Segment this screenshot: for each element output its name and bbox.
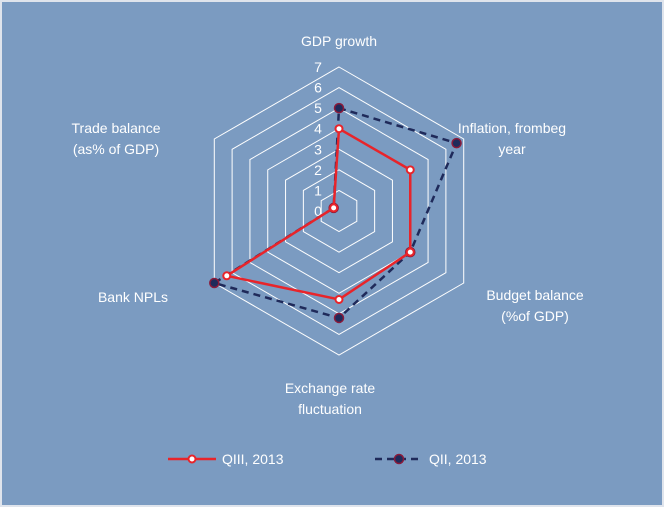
series-0-point-4 [222,271,232,281]
axis-label-line: GDP growth [301,33,377,49]
series-layer [209,102,462,324]
grid-ring-4 [267,128,411,294]
axis-label-line: Inflation, frombeg [458,120,566,136]
axis-label-1: Inflation, frombeg year [458,120,566,157]
grid-ring-1 [320,189,358,233]
axis-label-line: fluctuation [298,401,362,417]
tick-label-7: 7 [314,59,322,75]
series-1-point-1 [451,137,462,149]
legend-marker-1 [393,453,405,465]
radial-ticks: 0 1 2 3 4 5 6 7 [314,59,322,219]
tick-label-2: 2 [314,162,322,178]
series-1-point-4 [209,277,220,289]
grid-ring-2 [302,169,376,253]
series-line-1 [211,106,459,320]
series-0-point-3 [334,294,344,304]
axis-label-4: Bank NPLs [98,289,168,305]
tick-label-6: 6 [314,80,322,96]
axis-label-line: Bank NPLs [98,289,168,305]
series-0-point-5 [329,203,339,213]
tick-label-5: 5 [314,100,322,116]
tick-label-3: 3 [314,141,322,157]
axis-label-3: Exchange rate fluctuation [285,380,375,417]
legend-marker-0 [187,454,197,464]
axis-label-5: Trade balance (as% of GDP) [72,120,161,157]
legend-label-1: QII, 2013 [429,451,487,467]
axis-label-line: (as% of GDP) [73,141,159,157]
axis-label-line: (%of GDP) [501,308,569,324]
tick-label-1: 1 [314,182,322,198]
axis-label-line: Trade balance [72,120,161,136]
grid-ring-6 [231,86,447,336]
series-1-point-3 [333,312,345,324]
grid-ring-3 [285,148,393,274]
grid-ring-7 [213,66,465,356]
legend: QIII, 2013 QII, 2013 [168,451,487,467]
series-0-point-2 [405,247,415,257]
axis-label-line: Exchange rate [285,380,375,396]
series-0-point-0 [334,124,344,134]
axis-labels: GDP growth Inflation, frombeg year Budget b… [72,33,584,417]
series-0-point-1 [405,165,415,175]
axis-label-line: Budget balance [486,287,584,303]
legend-label-0: QIII, 2013 [222,451,284,467]
axis-label-0: GDP growth [301,33,377,49]
tick-label-4: 4 [314,121,322,137]
axis-label-line: year [498,141,526,157]
series-1-point-0 [333,102,345,114]
axis-label-2: Budget balance (%of GDP) [486,287,584,324]
tick-label-0: 0 [314,203,322,219]
